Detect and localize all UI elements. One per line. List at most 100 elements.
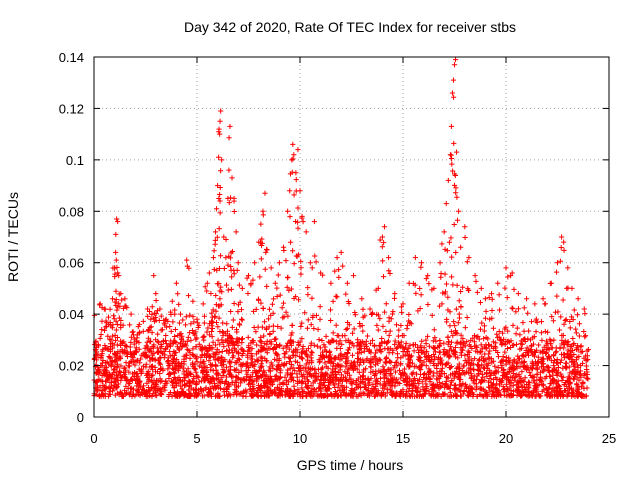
band-point	[327, 355, 333, 361]
data-point	[239, 285, 245, 292]
data-point	[99, 326, 105, 333]
band-point	[492, 384, 498, 390]
data-point	[107, 306, 113, 312]
band-point	[512, 374, 518, 380]
data-point	[210, 307, 216, 313]
band-point	[539, 348, 546, 354]
band-point	[405, 389, 411, 395]
band-point	[149, 329, 155, 336]
band-point	[458, 341, 464, 347]
data-point	[116, 272, 122, 279]
band-point	[246, 377, 252, 383]
band-point	[407, 357, 413, 363]
data-point	[445, 294, 451, 300]
band-point	[315, 392, 321, 398]
data-point	[115, 270, 121, 276]
data-point	[351, 326, 357, 332]
band-point	[469, 345, 475, 352]
band-point	[402, 352, 408, 358]
data-point	[304, 325, 311, 331]
band-point	[357, 339, 363, 345]
band-point	[382, 359, 388, 365]
data-point	[489, 296, 495, 302]
band-point	[318, 376, 324, 383]
band-point	[315, 326, 321, 333]
band-point	[485, 379, 492, 385]
band-point	[144, 354, 150, 360]
band-point	[94, 383, 101, 389]
band-point	[307, 393, 313, 399]
band-point	[567, 386, 573, 392]
band-point	[513, 341, 520, 348]
band-point	[376, 342, 382, 349]
data-point	[231, 198, 237, 204]
band-point	[526, 380, 532, 386]
band-point	[157, 355, 163, 361]
band-point	[170, 356, 177, 362]
band-point	[267, 373, 273, 379]
band-point	[216, 384, 222, 390]
data-point	[455, 320, 461, 326]
band-point	[503, 358, 509, 364]
band-point	[323, 364, 329, 370]
band-point	[118, 389, 124, 396]
band-point	[311, 325, 317, 332]
band-point	[169, 393, 175, 399]
band-point	[466, 354, 472, 360]
data-point	[573, 326, 579, 332]
data-point	[291, 192, 297, 198]
band-point	[576, 377, 582, 383]
band-point	[487, 370, 493, 377]
band-point	[470, 378, 476, 384]
band-point	[398, 372, 404, 378]
band-point	[575, 364, 581, 371]
band-point	[220, 369, 227, 375]
band-point	[486, 351, 492, 357]
data-point	[225, 195, 231, 202]
band-point	[224, 386, 230, 392]
band-point	[146, 392, 153, 399]
band-point	[485, 362, 491, 368]
data-point	[213, 308, 219, 314]
band-point	[531, 378, 537, 384]
band-point	[163, 332, 169, 339]
band-point	[522, 375, 528, 381]
data-point	[415, 308, 421, 314]
band-point	[193, 344, 199, 350]
band-point	[565, 338, 571, 345]
data-point	[410, 280, 416, 287]
data-point	[193, 336, 199, 342]
band-point	[382, 381, 388, 387]
band-point	[199, 393, 206, 399]
data-point	[349, 330, 356, 336]
band-point	[302, 381, 309, 387]
band-point	[204, 369, 210, 376]
data-point	[525, 336, 531, 342]
data-point	[450, 168, 456, 174]
data-point	[270, 323, 276, 329]
data-point	[404, 322, 411, 328]
data-point	[453, 306, 459, 312]
band-point	[366, 393, 372, 399]
band-point	[286, 355, 292, 361]
data-point	[418, 260, 425, 266]
band-point	[154, 369, 161, 375]
band-point	[286, 346, 292, 352]
band-point	[518, 377, 524, 384]
band-point	[388, 377, 394, 383]
band-point	[468, 370, 474, 377]
data-point	[311, 218, 318, 225]
band-point	[300, 365, 306, 371]
band-point	[493, 389, 499, 396]
band-point	[196, 363, 202, 369]
data-point	[245, 290, 251, 297]
data-point	[219, 289, 225, 295]
band-point	[305, 370, 311, 376]
band-point	[110, 367, 117, 373]
band-point	[327, 340, 333, 346]
band-point	[134, 358, 140, 364]
band-point	[344, 377, 350, 384]
band-point	[131, 373, 137, 380]
band-point	[393, 346, 399, 352]
data-point	[295, 225, 301, 231]
